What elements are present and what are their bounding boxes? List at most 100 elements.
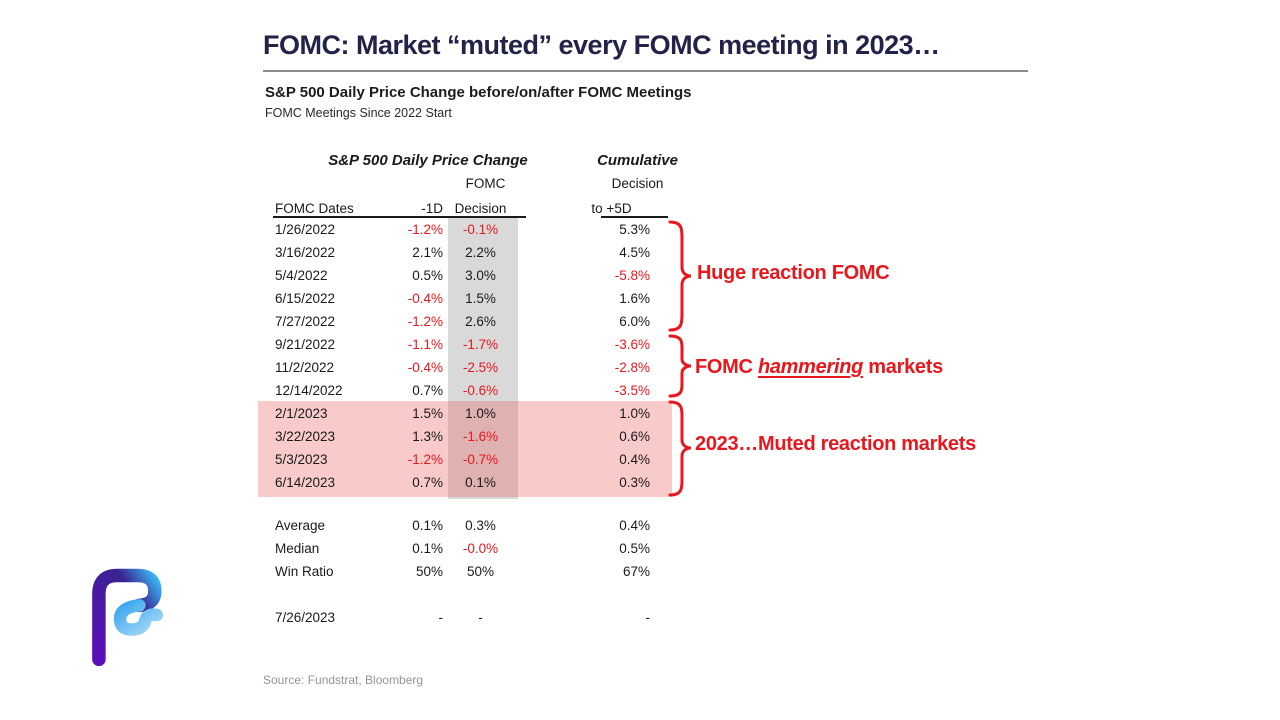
cell-date: 5/3/2023 (275, 452, 328, 467)
cell-cumulative: 1.6% (619, 291, 650, 306)
cell-cumulative: 0.3% (619, 475, 650, 490)
header-rule-left (273, 216, 526, 218)
table-upcoming-row: 7/26/2023 - - - (258, 606, 652, 629)
cell-decision: -2.5% (462, 360, 499, 375)
cell-minus-1d: 0.1% (412, 518, 443, 533)
cell-date: 3/16/2022 (275, 245, 336, 260)
cell-cumulative: 67% (622, 564, 650, 579)
table-row: 1/26/2022 -1.2% -0.1% 5.3% (258, 218, 652, 241)
rows-2023-highlight (258, 401, 672, 497)
cell-minus-1d: 2.1% (412, 245, 443, 260)
cell-minus-1d: -1.2% (407, 452, 443, 467)
cell-date: 5/4/2022 (275, 268, 328, 283)
cell-cumulative: 4.5% (619, 245, 650, 260)
cell-cumulative: -5.8% (614, 268, 650, 283)
cell-cumulative: - (645, 610, 651, 625)
decision-column-highlight (448, 218, 518, 499)
annotation-muted: 2023…Muted reaction markets (695, 433, 976, 455)
cell-date: Median (275, 541, 320, 556)
table-row: 5/3/2023 -1.2% -0.7% 0.4% (258, 448, 652, 471)
cell-cumulative: 0.4% (619, 452, 650, 467)
cell-cumulative: 6.0% (619, 314, 650, 329)
annotation-huge-reaction: Huge reaction FOMC (697, 262, 890, 284)
cell-minus-1d: 1.5% (412, 406, 443, 421)
cell-date: 12/14/2022 (275, 383, 343, 398)
cell-minus-1d: -1.1% (407, 337, 443, 352)
cell-date: 7/27/2022 (275, 314, 336, 329)
cell-date: 2/1/2023 (275, 406, 328, 421)
source-note: Source: Fundstrat, Bloomberg (263, 673, 424, 687)
table-row: Median 0.1% -0.0% 0.5% (258, 537, 652, 560)
column-group-header-left: S&P 500 Daily Price Change (328, 152, 528, 169)
title-divider (263, 70, 1028, 72)
cell-date: 1/26/2022 (275, 222, 336, 237)
table-row: 7/26/2023 - - - (258, 606, 652, 629)
table-summary: Average 0.1% 0.3% 0.4% Median 0.1% -0.0%… (258, 514, 652, 583)
cell-cumulative: 0.5% (619, 541, 650, 556)
cell-date: 6/14/2023 (275, 475, 336, 490)
cell-decision: 2.6% (465, 314, 496, 329)
cell-decision: 50% (466, 564, 495, 579)
table-row: Win Ratio 50% 50% 67% (258, 560, 652, 583)
column-header-dates: FOMC Dates (275, 201, 354, 216)
cell-date: 7/26/2023 (275, 610, 336, 625)
cell-minus-1d: - (438, 610, 444, 625)
table-row: 6/14/2023 0.7% 0.1% 0.3% (258, 471, 652, 494)
cell-cumulative: -3.6% (614, 337, 650, 352)
annotation-hammering-part3: markets (863, 356, 943, 378)
column-header-decision: Decision (454, 201, 507, 216)
header-rule-right (601, 216, 668, 218)
cell-cumulative: 5.3% (619, 222, 650, 237)
table-row: 12/14/2022 0.7% -0.6% -3.5% (258, 379, 652, 402)
table-row: 11/2/2022 -0.4% -2.5% -2.8% (258, 356, 652, 379)
table-row: 3/16/2022 2.1% 2.2% 4.5% (258, 241, 652, 264)
column-subheader-decision: Decision (611, 176, 664, 191)
cell-date: 11/2/2022 (275, 360, 335, 375)
cell-date: 3/22/2023 (275, 429, 336, 444)
table-title: S&P 500 Daily Price Change before/on/aft… (265, 84, 692, 101)
cell-decision: 1.0% (465, 406, 496, 421)
table-row: 7/27/2022 -1.2% 2.6% 6.0% (258, 310, 652, 333)
annotation-hammering-part2: hammering (757, 356, 864, 378)
brace-hammering (668, 334, 694, 398)
annotation-hammering: FOMC hammering markets (695, 356, 943, 379)
cell-decision: -0.1% (462, 222, 499, 237)
cell-cumulative: 0.6% (619, 429, 650, 444)
table-subtitle: FOMC Meetings Since 2022 Start (265, 106, 452, 120)
fundstrat-logo (70, 563, 176, 669)
cell-decision: -1.6% (462, 429, 499, 444)
table-row: 2/1/2023 1.5% 1.0% 1.0% (258, 402, 652, 425)
cell-decision: -0.7% (462, 452, 499, 467)
cell-minus-1d: 50% (415, 564, 443, 579)
table-row: 3/22/2023 1.3% -1.6% 0.6% (258, 425, 652, 448)
cell-date: Average (275, 518, 326, 533)
cell-decision: -0.0% (462, 541, 499, 556)
cell-cumulative: -3.5% (614, 383, 650, 398)
column-subheader-fomc: FOMC (465, 176, 506, 191)
brace-huge-reaction (668, 220, 694, 332)
cell-date: 6/15/2022 (275, 291, 336, 306)
cell-minus-1d: 0.7% (412, 475, 443, 490)
cell-minus-1d: -1.2% (407, 314, 443, 329)
column-header-1d: -1D (421, 201, 443, 216)
table-row: 5/4/2022 0.5% 3.0% -5.8% (258, 264, 652, 287)
cell-minus-1d: 1.3% (412, 429, 443, 444)
table-row: 9/21/2022 -1.1% -1.7% -3.6% (258, 333, 652, 356)
cell-cumulative: 1.0% (619, 406, 650, 421)
cell-date: 9/21/2022 (275, 337, 336, 352)
cell-decision: -1.7% (462, 337, 499, 352)
table-row: 6/15/2022 -0.4% 1.5% 1.6% (258, 287, 652, 310)
cell-decision: 0.1% (465, 475, 496, 490)
cell-decision: 2.2% (465, 245, 496, 260)
brace-muted (668, 400, 694, 497)
column-header-cumulative: to +5D (591, 201, 632, 216)
cell-decision: - (478, 610, 483, 625)
cell-minus-1d: 0.1% (412, 541, 443, 556)
annotation-hammering-part1: FOMC (695, 356, 758, 378)
cell-date: Win Ratio (275, 564, 334, 579)
cell-minus-1d: 0.7% (412, 383, 443, 398)
cell-cumulative: -2.8% (614, 360, 650, 375)
table-body: 1/26/2022 -1.2% -0.1% 5.3% 3/16/2022 2.1… (258, 218, 652, 494)
cell-minus-1d: -0.4% (407, 291, 443, 306)
